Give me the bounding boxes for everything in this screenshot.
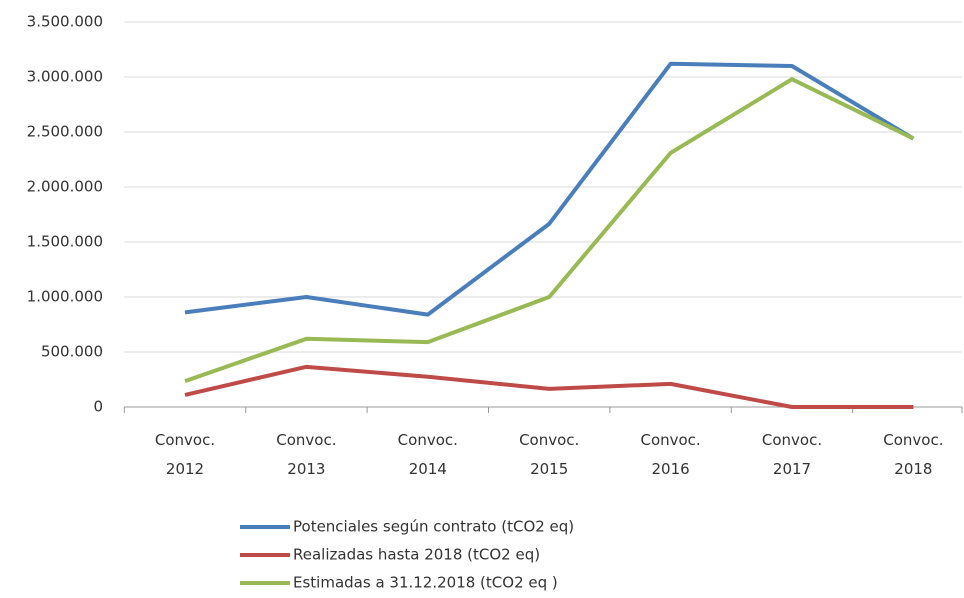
y-tick-label: 500.000 <box>41 343 103 361</box>
x-tick-label: Convoc. 2017 <box>761 431 823 478</box>
x-tick-label: Convoc. 2015 <box>519 431 580 478</box>
y-tick-label: 3.000.000 <box>27 68 103 86</box>
legend-label: Realizadas hasta 2018 (tCO2 eq) <box>293 546 540 564</box>
x-tick-label: Convoc. 2016 <box>640 431 701 478</box>
series-line <box>184 61 915 317</box>
y-tick-label: 2.000.000 <box>27 178 103 196</box>
y-tick-label: 0 <box>93 398 103 416</box>
x-tick-label: Convoc. 2014 <box>397 431 458 478</box>
x-tick-label: Convoc. 2013 <box>276 431 337 478</box>
y-tick-label: 1.000.000 <box>27 288 103 306</box>
x-tick-label: Convoc. 2018 <box>883 431 944 478</box>
x-tick-label: Convoc. 2012 <box>154 431 216 478</box>
legend-label: Estimadas a 31.12.2018 (tCO2 eq ) <box>293 574 558 592</box>
y-tick-label: 2.500.000 <box>27 123 103 141</box>
legend-label: Potenciales según contrato (tCO2 eq) <box>293 518 574 536</box>
y-tick-label: 3.500.000 <box>27 13 103 31</box>
series-line <box>184 364 914 409</box>
series-line <box>184 77 915 384</box>
y-tick-label: 1.500.000 <box>27 233 103 251</box>
